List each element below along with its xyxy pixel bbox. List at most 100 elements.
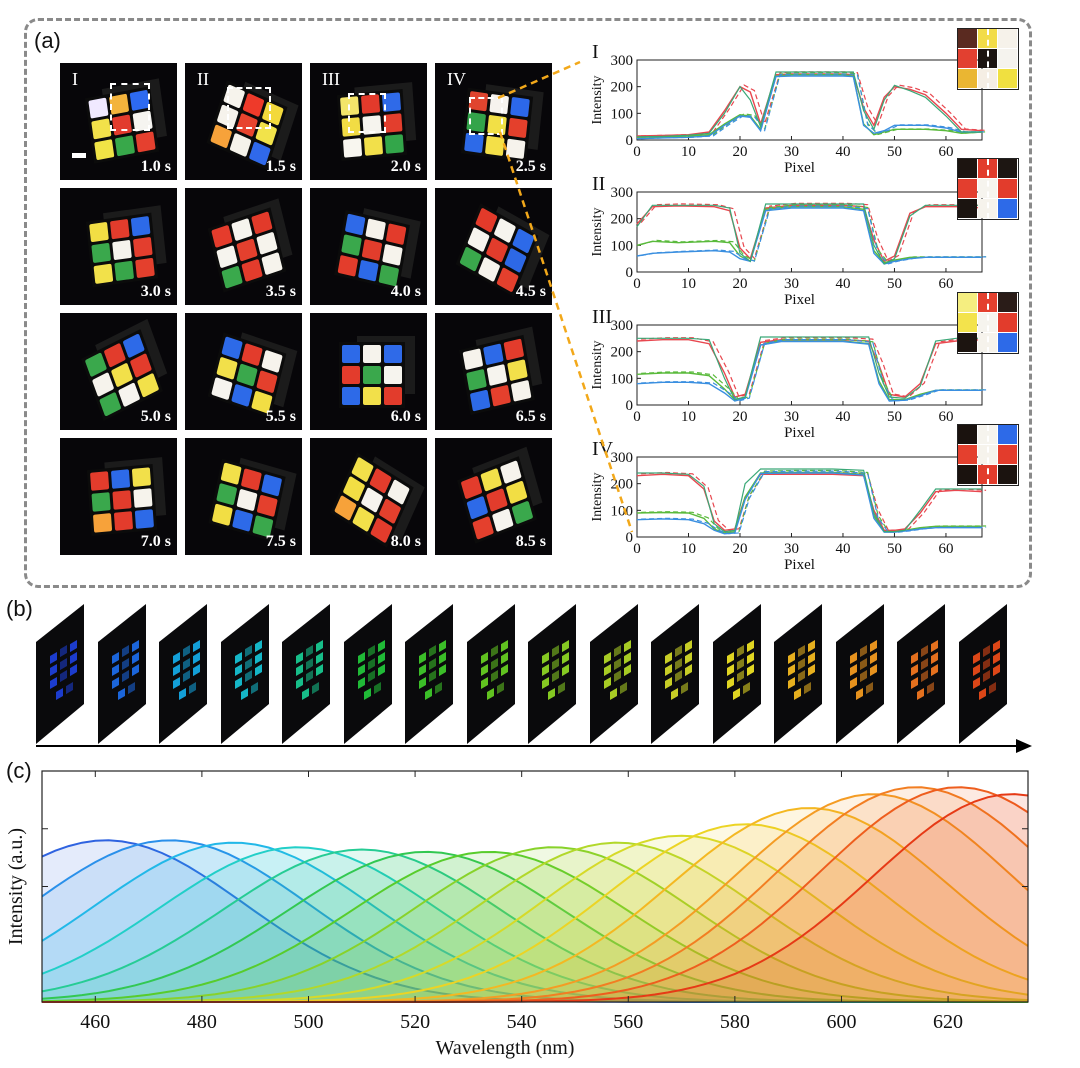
plane-sticker — [117, 688, 125, 701]
plane-background — [343, 604, 392, 744]
plane-sticker — [859, 658, 867, 671]
plane-sticker — [316, 664, 323, 677]
cube-frame: 3.0 s — [60, 188, 177, 305]
inset-sticker — [998, 445, 1017, 464]
plane-sticker — [921, 645, 928, 658]
plane-sticker — [911, 651, 918, 665]
x-tick-label: 620 — [933, 1011, 963, 1033]
plane-shape — [835, 604, 884, 744]
cube-sticker — [462, 347, 483, 370]
cube-sticker — [383, 386, 402, 405]
cube-sticker — [510, 379, 531, 402]
inset-sticker — [998, 465, 1017, 484]
spectral-curve — [42, 793, 1029, 1003]
plane-sticker — [244, 658, 252, 671]
cube-sticker — [89, 470, 109, 491]
plane-sticker — [66, 682, 73, 695]
inset-sticker — [998, 69, 1017, 88]
plane-sticker — [675, 645, 682, 658]
plane-sticker — [296, 676, 303, 690]
inset-sticker — [958, 293, 977, 312]
cube-sticker — [482, 342, 504, 365]
spectral-fill — [42, 849, 1028, 1002]
cube-sticker — [88, 221, 109, 242]
cube-frame: 6.5 s — [435, 313, 552, 430]
plane-sticker — [312, 682, 319, 695]
plane-sticker — [363, 688, 371, 701]
x-tick-label: 520 — [400, 1011, 430, 1033]
plane-sticker — [736, 658, 744, 671]
roi-box — [227, 87, 271, 129]
x-tick-label: 460 — [80, 1011, 110, 1033]
plane-sticker — [234, 663, 242, 677]
cube-sticker — [337, 254, 358, 277]
cube-sticker — [384, 133, 404, 154]
cube-sticker — [230, 217, 253, 241]
panel-b-label: (b) — [6, 596, 33, 621]
frame-time: 7.0 s — [140, 533, 171, 550]
cube-sticker — [460, 475, 482, 499]
plane-shape — [897, 604, 945, 744]
plane-sticker — [685, 652, 692, 665]
cube-frame: 1.0 s I — [60, 63, 177, 180]
spectral-curve — [42, 793, 1029, 1003]
spectral-fill — [42, 824, 1028, 1002]
plane-sticker — [121, 658, 129, 671]
plane-shape — [343, 604, 392, 744]
plane-sticker — [173, 676, 180, 690]
inset-sticker — [958, 179, 977, 198]
plane-sticker — [439, 640, 446, 653]
cube-sticker — [240, 258, 263, 282]
cube-sticker — [507, 117, 528, 138]
plane-sticker — [254, 640, 262, 653]
y-axis-label: Intensity (a.u.) — [5, 828, 27, 945]
plane-shape — [405, 604, 453, 744]
spectral-curve — [41, 848, 1028, 1003]
cube-sticker — [486, 363, 507, 386]
cube-sticker — [465, 368, 487, 391]
cube-sticker — [134, 508, 154, 529]
spectral-curve — [41, 841, 1028, 1003]
cube-sticker — [231, 508, 253, 532]
plane-sticker — [623, 652, 631, 665]
panel-a-frame — [24, 18, 1032, 588]
plane-sticker — [480, 651, 488, 665]
spectral-plane — [651, 604, 699, 744]
plane-sticker — [193, 664, 200, 677]
cube-sticker — [506, 358, 528, 381]
plane-sticker — [746, 652, 754, 665]
plane-sticker — [869, 664, 877, 677]
wavelength-arrow — [36, 745, 1018, 747]
spectral-plane — [897, 604, 945, 744]
cube-sticker — [255, 369, 278, 393]
inset-sticker — [998, 425, 1017, 444]
cube-sticker — [491, 507, 514, 532]
cube-sticker — [132, 487, 153, 508]
cube-sticker — [465, 495, 488, 520]
frame-time: 1.5 s — [265, 158, 296, 175]
cube-frame: 8.0 s — [310, 438, 427, 555]
plane-sticker — [435, 682, 442, 695]
plane-background — [159, 604, 207, 744]
cube-sticker — [220, 335, 243, 360]
plane-sticker — [552, 670, 559, 683]
x-tick-label: 500 — [293, 1011, 323, 1033]
scale-bar — [72, 153, 86, 158]
cube-sticker — [341, 386, 360, 405]
plane-sticker — [127, 682, 135, 695]
plane-sticker — [429, 658, 436, 671]
plane-sticker — [671, 688, 678, 701]
frame-time: 1.0 s — [140, 158, 171, 175]
plane-sticker — [439, 652, 446, 665]
plane-sticker — [623, 664, 631, 677]
cube-frame: 2.0 s III — [310, 63, 427, 180]
plane-sticker — [173, 663, 180, 677]
spectral-curve — [42, 786, 1029, 1003]
inset-sticker — [998, 333, 1017, 352]
plane-sticker — [613, 645, 621, 658]
spectral-curve — [42, 841, 1029, 1003]
plane-background — [97, 604, 146, 744]
plane-sticker — [619, 682, 627, 695]
plane-sticker — [490, 658, 498, 671]
cube-frame: 5.5 s — [185, 313, 302, 430]
